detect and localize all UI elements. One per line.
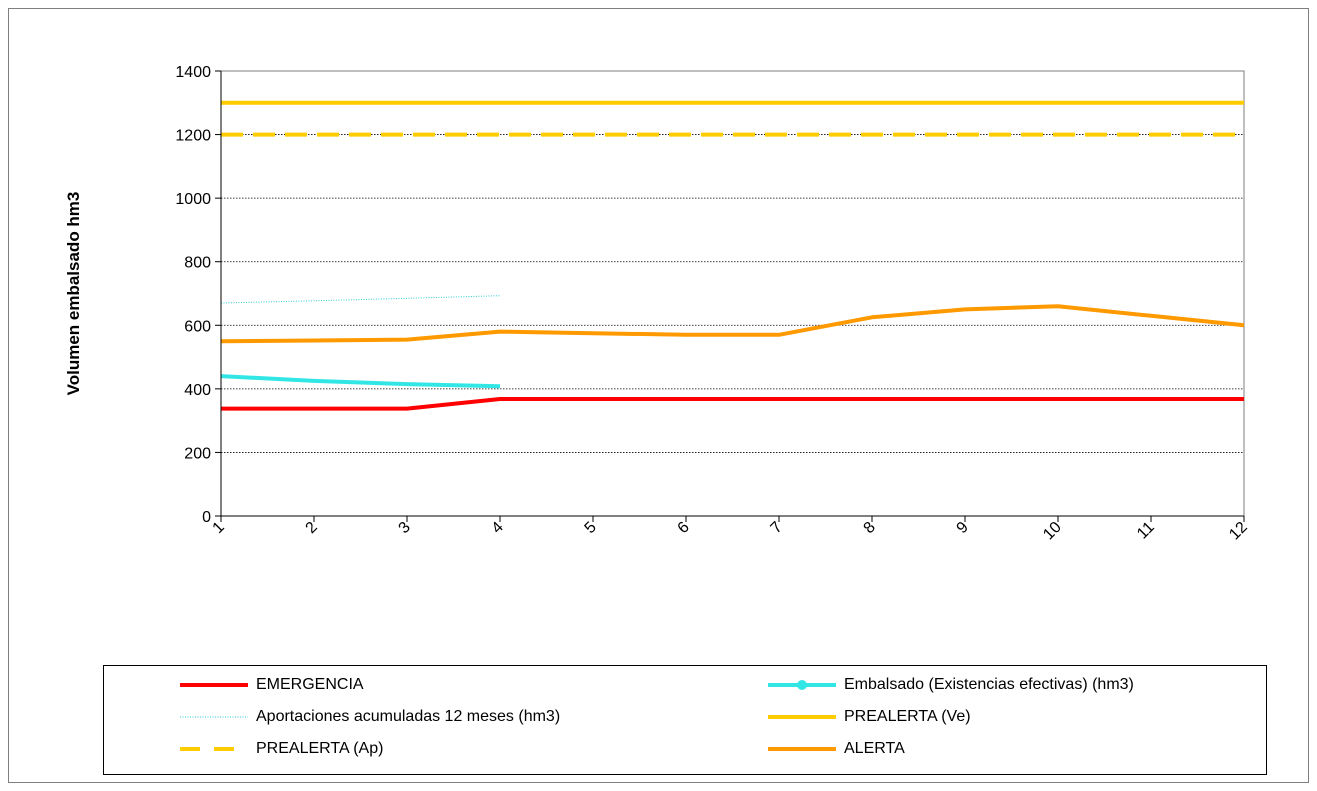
legend-label: ALERTA [844, 740, 905, 757]
y-tick-labels: 0 200 400 600 800 1000 1200 1400 [175, 64, 221, 526]
chart-frame: 0 200 400 600 800 1000 1200 1400 1 2 3 4 5 6 7 8 9 10 11 1… [8, 8, 1309, 783]
legend-label: Embalsado (Existencias efectivas) (hm3) [844, 676, 1134, 693]
y-tick-label: 1000 [175, 191, 211, 208]
series-layer [220, 100, 1245, 411]
series-line-emergencia [221, 397, 1244, 411]
series-line-aportaciones-acumuladas-12-meses-hm3 [220, 295, 501, 304]
legend-item: EMERGENCIA [180, 673, 364, 697]
x-tick-label: 11 [1134, 519, 1158, 543]
y-tick-label: 1400 [175, 64, 211, 81]
gridlines [221, 70, 1244, 453]
legend-swatch [180, 711, 248, 723]
x-tick-label: 8 [861, 519, 879, 537]
legend-label: EMERGENCIA [256, 676, 364, 693]
x-tick-label: 2 [303, 519, 321, 537]
axes [220, 71, 1244, 517]
series-line-embalsado-existencias-efectivas-hm3 [220, 374, 501, 389]
legend-item: ALERTA [768, 737, 905, 761]
legend-item: Embalsado (Existencias efectivas) (hm3) [768, 673, 1134, 697]
x-tick-labels: 1 2 3 4 5 6 7 8 9 10 11 12 [210, 516, 1251, 543]
x-tick-label: 12 [1226, 519, 1251, 544]
series-line-alerta [220, 304, 1245, 344]
y-tick-label: 200 [184, 445, 211, 462]
legend-swatch [180, 679, 248, 691]
legend-swatch [768, 743, 836, 755]
x-tick-label: 5 [582, 519, 600, 537]
plot-area [220, 70, 1245, 517]
legend-label: PREALERTA (Ap) [256, 740, 384, 757]
legend-item: PREALERTA (Ve) [768, 705, 971, 729]
y-tick-label: 600 [184, 318, 211, 335]
x-tick-label: 9 [954, 519, 972, 537]
y-axis-label: Volumen embalsado hm3 [64, 192, 83, 396]
y-tick-label: 800 [184, 255, 211, 272]
x-tick-label: 7 [768, 519, 786, 537]
y-tick-label: 0 [202, 509, 211, 526]
legend-label: PREALERTA (Ve) [844, 708, 971, 725]
legend-item: Aportaciones acumuladas 12 meses (hm3) [180, 705, 560, 729]
legend-label: Aportaciones acumuladas 12 meses (hm3) [256, 708, 561, 725]
x-tick-label: 1 [210, 519, 228, 537]
legend: EMERGENCIA Embalsado (Existencias efectiv… [103, 665, 1267, 775]
legend-item: PREALERTA (Ap) [180, 737, 383, 761]
x-tick-label: 3 [396, 519, 414, 537]
x-tick-label: 4 [489, 519, 507, 537]
legend-swatch [768, 679, 836, 691]
x-tick-label: 6 [675, 519, 693, 537]
y-tick-label: 1200 [175, 128, 211, 145]
y-tick-label: 400 [184, 382, 211, 399]
x-tick-label: 10 [1040, 519, 1065, 544]
legend-swatch [180, 743, 248, 755]
legend-swatch [768, 711, 836, 723]
